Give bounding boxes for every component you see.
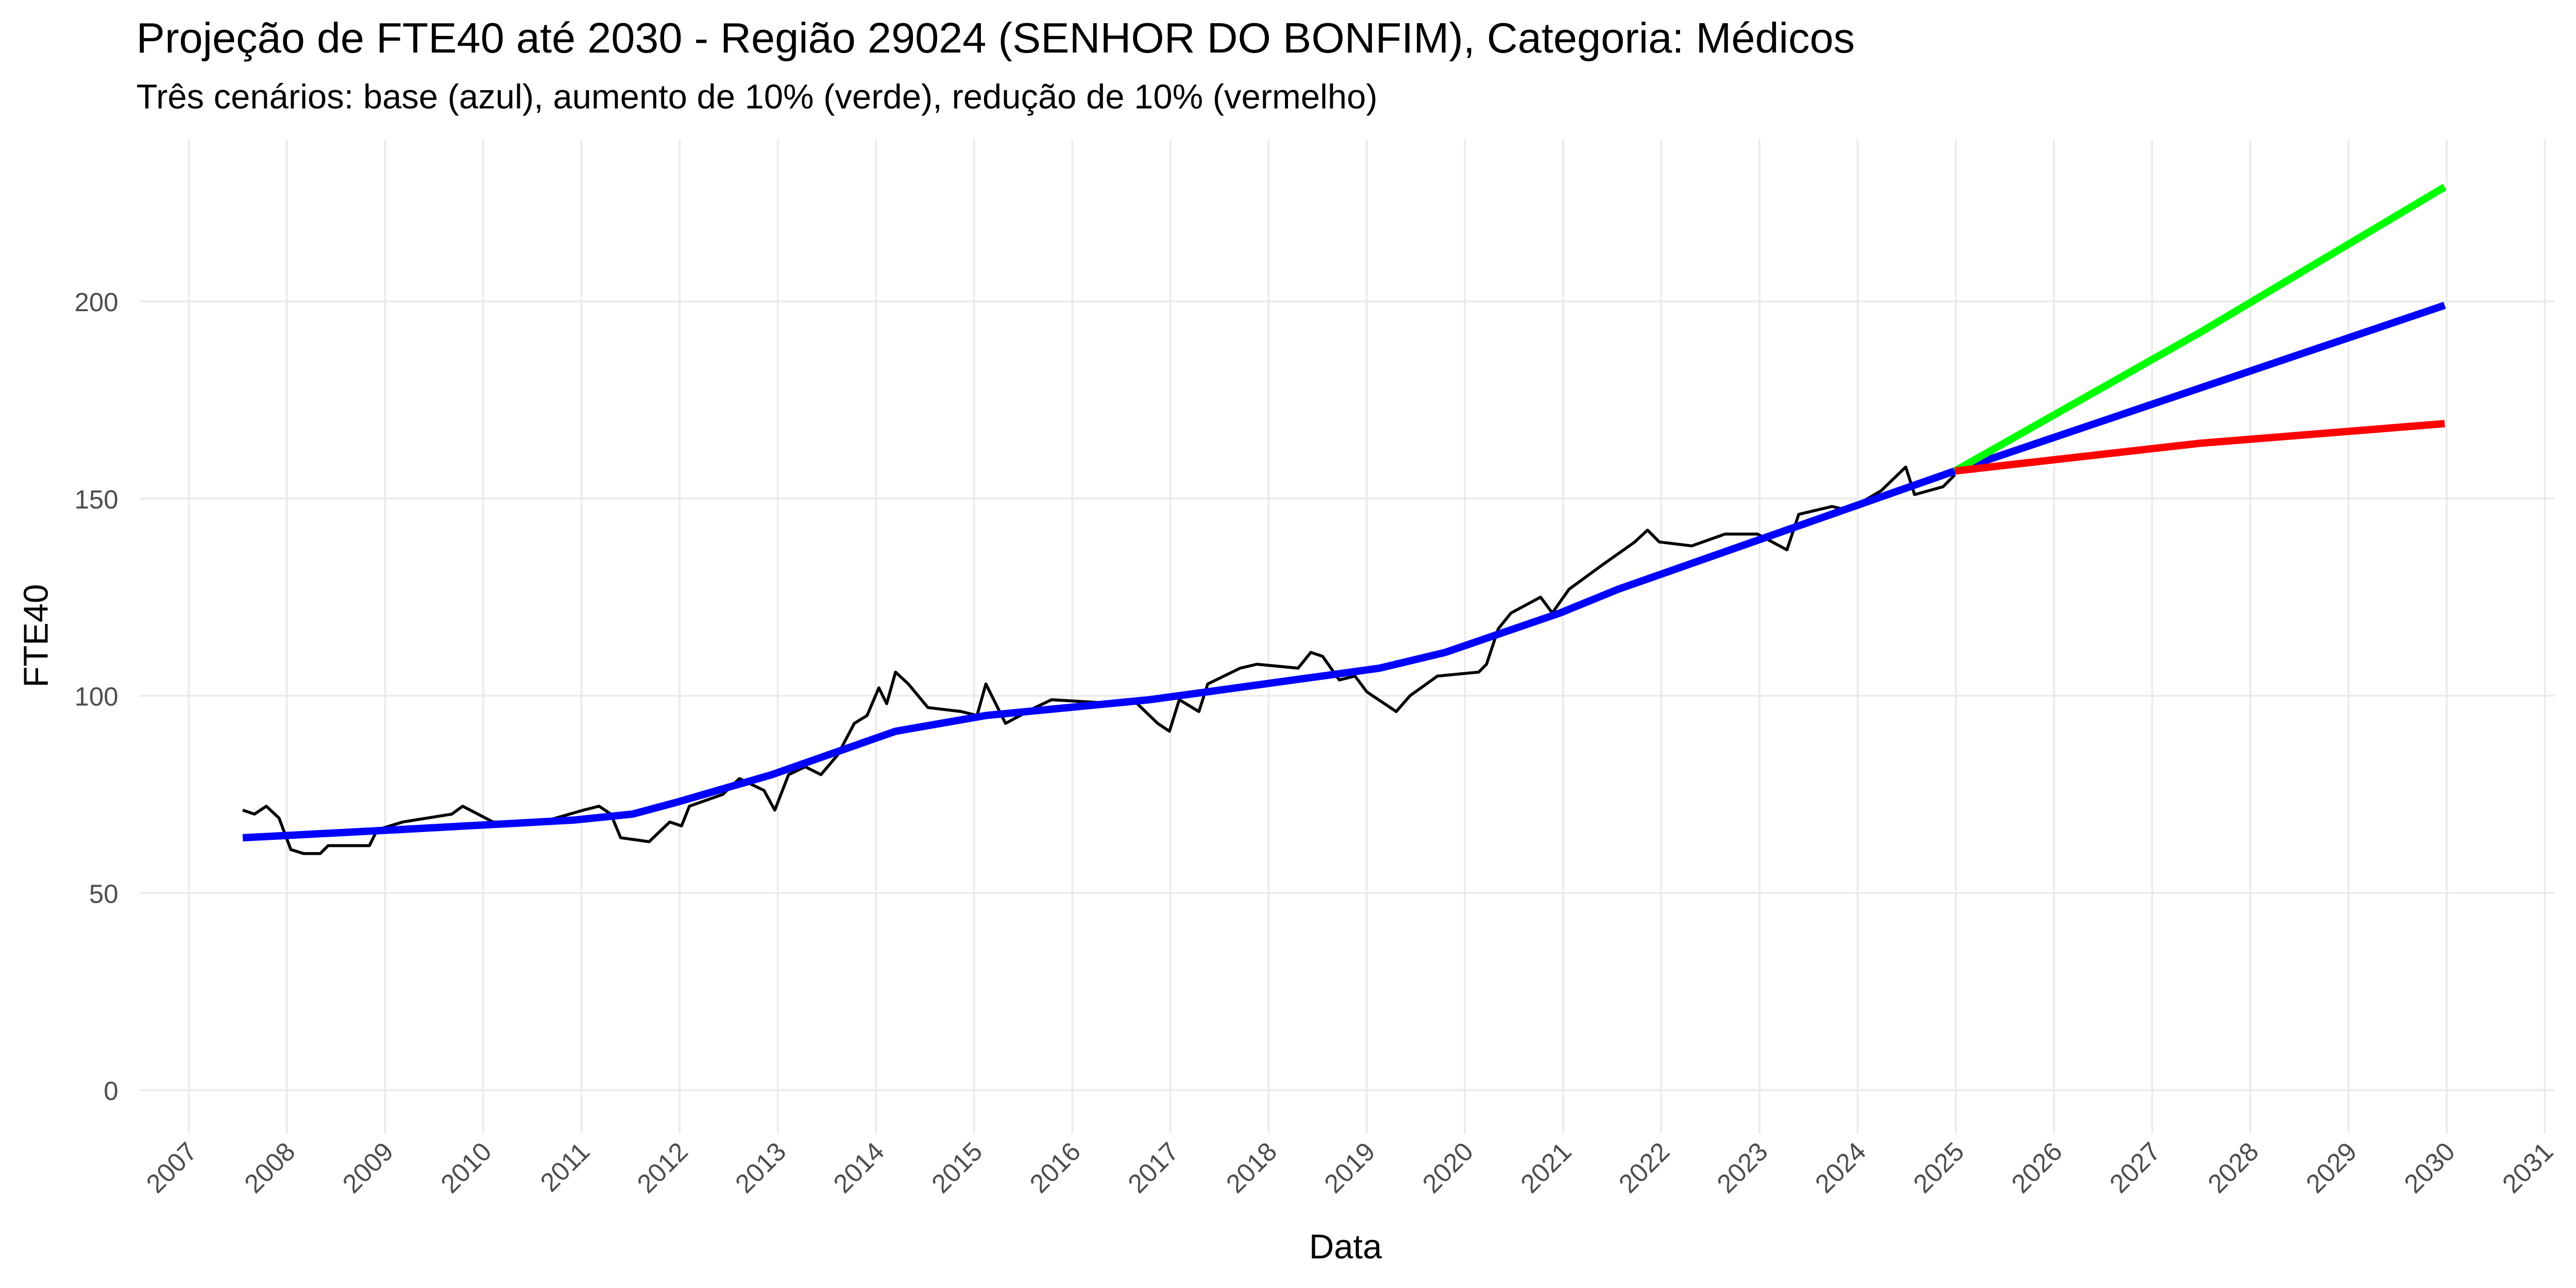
x-tick-label: 2027: [2104, 1137, 2166, 1199]
y-tick-label: 200: [74, 287, 118, 317]
y-tick-label: 50: [89, 879, 118, 908]
x-tick-label: 2022: [1613, 1137, 1675, 1199]
x-tick-label: 2015: [926, 1137, 988, 1199]
x-tick-label: 2021: [1515, 1137, 1577, 1199]
x-tick-label: 2018: [1221, 1137, 1283, 1199]
x-tick-label: 2016: [1024, 1137, 1087, 1199]
x-tick-label: 2010: [435, 1137, 497, 1199]
x-tick-label: 2009: [337, 1137, 399, 1199]
x-tick-label: 2020: [1417, 1137, 1479, 1199]
x-tick-label: 2030: [2398, 1137, 2461, 1199]
series-line: [242, 301, 2446, 842]
labels: 0 50 100 150 200 2007 2008 2009 2010 2011 2012 2013…: [74, 287, 2558, 1198]
x-tick-label: 2008: [239, 1137, 301, 1199]
plot-lines: [242, 183, 2447, 855]
chart-title: Projeção de FTE40 até 2030 - Região 2902…: [137, 14, 1855, 62]
x-tick-label: 2012: [631, 1137, 693, 1199]
y-axis-label: FTE40: [16, 584, 55, 688]
x-tick-label: 2017: [1122, 1137, 1184, 1199]
x-tick-label: 2025: [1908, 1137, 1970, 1199]
x-tick-label: 2013: [730, 1137, 792, 1199]
x-tick-label: 2031: [2497, 1137, 2559, 1199]
x-tick-label: 2026: [2006, 1137, 2068, 1199]
x-tick-label: 2028: [2202, 1137, 2264, 1199]
x-tick-label: 2011: [535, 1137, 596, 1197]
x-tick-label: 2024: [1809, 1137, 1872, 1199]
x-tick-label: 2014: [828, 1137, 890, 1199]
y-tick-label: 100: [74, 682, 118, 711]
grid: [140, 140, 2555, 1134]
x-tick-label: 2019: [1318, 1137, 1381, 1199]
x-tick-label: 2007: [141, 1137, 203, 1199]
y-tick-label: 0: [104, 1076, 118, 1106]
series-line: [242, 465, 1956, 855]
x-tick-label: 2029: [2300, 1137, 2363, 1199]
x-axis-label: Data: [1309, 1228, 1382, 1266]
y-tick-label: 150: [74, 485, 118, 514]
series-line: [1953, 183, 2447, 474]
x-tick-label: 2023: [1711, 1137, 1773, 1199]
chart-subtitle: Três cenários: base (azul), aumento de 1…: [137, 77, 1378, 116]
series-line: [1954, 420, 2445, 475]
